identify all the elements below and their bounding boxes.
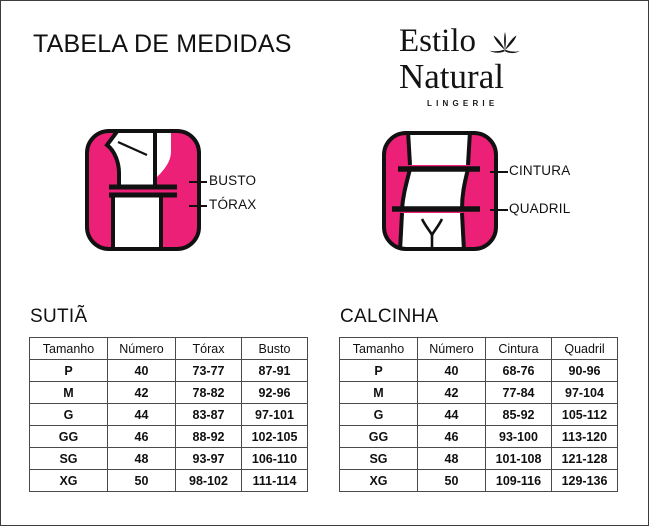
table-row: P 40 68-76 90-96	[339, 359, 618, 382]
table-row: SG 48 93-97 106-110	[29, 447, 308, 470]
callout-torax: TÓRAX	[209, 197, 257, 212]
table-cell: 42	[107, 381, 176, 404]
callout-cintura: CINTURA	[509, 163, 571, 178]
brand-logo: Estilo Natural LINGERIE	[399, 25, 589, 108]
table-cell: GG	[29, 425, 108, 448]
table-cell: SG	[339, 447, 418, 470]
table-cell: 97-104	[551, 381, 618, 404]
brand-name-line2: Natural	[399, 57, 504, 96]
table-cell: 48	[417, 447, 486, 470]
table-row: XG 50 98-102 111-114	[29, 469, 308, 492]
panty-torso-diagram	[382, 131, 498, 251]
table-cell: 93-100	[485, 425, 552, 448]
page-title: TABELA DE MEDIDAS	[33, 30, 292, 58]
leader-line-quadril	[490, 209, 508, 211]
table-cell: 105-112	[551, 403, 618, 426]
bra-size-table: Tamanho Número Tórax Busto P 40 73-77 87…	[29, 337, 308, 492]
lotus-leaf-icon	[484, 27, 526, 55]
panty-section-title: CALCINHA	[340, 306, 439, 327]
table-cell: P	[339, 359, 418, 382]
table-cell: 101-108	[485, 447, 552, 470]
panty-size-section: CALCINHA Tamanho Número Cintura Quadril …	[339, 306, 621, 492]
column-header: Tamanho	[29, 337, 108, 360]
table-cell: 92-96	[241, 381, 308, 404]
table-cell: 40	[417, 359, 486, 382]
column-header: Número	[107, 337, 176, 360]
leader-line-torax	[189, 205, 207, 207]
table-cell: 87-91	[241, 359, 308, 382]
table-cell: 68-76	[485, 359, 552, 382]
table-row: M 42 78-82 92-96	[29, 381, 308, 404]
column-header: Cintura	[485, 337, 552, 360]
table-cell: 90-96	[551, 359, 618, 382]
table-cell: 44	[107, 403, 176, 426]
table-cell: 73-77	[175, 359, 242, 382]
table-cell: 40	[107, 359, 176, 382]
table-row: XG 50 109-116 129-136	[339, 469, 618, 492]
table-row: GG 46 93-100 113-120	[339, 425, 618, 448]
leader-line-cintura	[490, 171, 508, 173]
table-cell: 106-110	[241, 447, 308, 470]
table-row: G 44 85-92 105-112	[339, 403, 618, 426]
table-cell: 97-101	[241, 403, 308, 426]
table-cell: 93-97	[175, 447, 242, 470]
brand-tagline: LINGERIE	[427, 99, 499, 108]
bra-torso-diagram	[85, 129, 201, 251]
table-cell: 102-105	[241, 425, 308, 448]
table-cell: 113-120	[551, 425, 618, 448]
table-cell: 77-84	[485, 381, 552, 404]
table-cell: SG	[29, 447, 108, 470]
table-cell: 98-102	[175, 469, 242, 492]
brand-name-line1: Estilo	[399, 25, 589, 58]
table-cell: 121-128	[551, 447, 618, 470]
table-cell: 48	[107, 447, 176, 470]
table-cell: 88-92	[175, 425, 242, 448]
bra-size-section: SUTIÃ Tamanho Número Tórax Busto P 40 73…	[29, 306, 311, 492]
table-row: GG 46 88-92 102-105	[29, 425, 308, 448]
column-header: Busto	[241, 337, 308, 360]
table-cell: 129-136	[551, 469, 618, 492]
column-header: Número	[417, 337, 486, 360]
table-cell: 50	[107, 469, 176, 492]
table-cell: M	[339, 381, 418, 404]
callout-busto: BUSTO	[209, 173, 257, 188]
bra-section-title: SUTIÃ	[30, 306, 88, 327]
table-cell: G	[29, 403, 108, 426]
table-cell: 111-114	[241, 469, 308, 492]
leader-line-busto	[189, 181, 207, 183]
column-header: Quadril	[551, 337, 618, 360]
table-row: P 40 73-77 87-91	[29, 359, 308, 382]
column-header: Tamanho	[339, 337, 418, 360]
table-cell: 44	[417, 403, 486, 426]
table-cell: M	[29, 381, 108, 404]
table-cell: P	[29, 359, 108, 382]
table-cell: GG	[339, 425, 418, 448]
table-cell: 85-92	[485, 403, 552, 426]
callout-quadril: QUADRIL	[509, 201, 571, 216]
table-cell: XG	[339, 469, 418, 492]
table-cell: 50	[417, 469, 486, 492]
table-cell: 78-82	[175, 381, 242, 404]
table-cell: XG	[29, 469, 108, 492]
table-row: G 44 83-87 97-101	[29, 403, 308, 426]
column-header: Tórax	[175, 337, 242, 360]
table-row: SG 48 101-108 121-128	[339, 447, 618, 470]
table-cell: 83-87	[175, 403, 242, 426]
brand-name-line1-text: Estilo	[399, 23, 477, 59]
table-cell: 109-116	[485, 469, 552, 492]
table-cell: 46	[417, 425, 486, 448]
table-cell: G	[339, 403, 418, 426]
table-row: M 42 77-84 97-104	[339, 381, 618, 404]
table-header-row: Tamanho Número Tórax Busto	[29, 337, 308, 360]
table-cell: 42	[417, 381, 486, 404]
table-cell: 46	[107, 425, 176, 448]
table-header-row: Tamanho Número Cintura Quadril	[339, 337, 618, 360]
panty-size-table: Tamanho Número Cintura Quadril P 40 68-7…	[339, 337, 618, 492]
